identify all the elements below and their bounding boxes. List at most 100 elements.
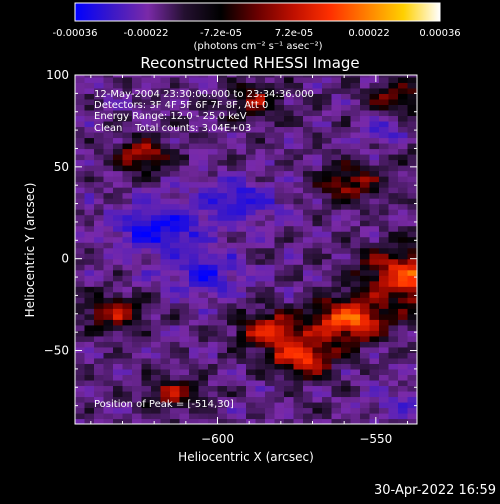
heatmap-cell	[360, 313, 371, 320]
heatmap-cell	[350, 170, 361, 177]
heatmap-cell	[122, 269, 133, 276]
heatmap-cell	[113, 192, 124, 199]
heatmap-cell	[198, 302, 209, 309]
heatmap-cell	[151, 225, 162, 232]
heatmap-cell	[265, 192, 276, 199]
heatmap-cell	[208, 148, 219, 155]
heatmap-cell	[379, 412, 390, 420]
heatmap-cell	[246, 319, 257, 326]
heatmap-cell	[103, 75, 114, 78]
heatmap-cell	[208, 396, 219, 403]
heatmap-cell	[274, 297, 285, 304]
heatmap-cell	[274, 357, 285, 364]
heatmap-cell	[75, 131, 86, 139]
heatmap-cell	[75, 412, 86, 420]
heatmap-cell	[388, 247, 399, 254]
heatmap-cell	[198, 275, 209, 282]
heatmap-cell	[179, 374, 190, 381]
heatmap-cell	[217, 379, 228, 387]
heatmap-cell	[407, 418, 417, 424]
heatmap-cell	[113, 291, 124, 298]
heatmap-cell	[284, 253, 295, 260]
heatmap-cell	[170, 115, 181, 122]
heatmap-cell	[75, 153, 86, 161]
heatmap-cell	[189, 220, 200, 227]
heatmap-cell	[398, 258, 409, 265]
heatmap-cell	[151, 275, 162, 282]
heatmap-cell	[255, 401, 266, 409]
heatmap-cell	[170, 236, 181, 243]
heatmap-cell	[379, 374, 390, 381]
heatmap-cell	[293, 109, 304, 117]
heatmap-cell	[379, 198, 390, 205]
heatmap-cell	[331, 170, 342, 177]
heatmap-cell	[122, 187, 133, 194]
heatmap-cell	[265, 341, 276, 348]
heatmap-cell	[132, 109, 143, 117]
heatmap-cell	[113, 187, 124, 194]
heatmap-cell	[236, 291, 247, 298]
heatmap-cell	[75, 341, 86, 348]
heatmap-cell	[322, 115, 333, 122]
heatmap-cell	[103, 269, 114, 276]
heatmap-cell	[113, 341, 124, 348]
heatmap-cell	[265, 148, 276, 155]
heatmap-cell	[265, 385, 276, 392]
heatmap-cell	[236, 346, 247, 353]
heatmap-cell	[94, 297, 105, 304]
heatmap-cell	[179, 131, 190, 139]
heatmap-cell	[331, 280, 342, 287]
heatmap-cell	[227, 313, 238, 320]
heatmap-cell	[331, 198, 342, 205]
heatmap-cell	[189, 187, 200, 194]
heatmap-cell	[236, 363, 247, 370]
heatmap-cell	[122, 330, 133, 337]
heatmap-cell	[75, 76, 86, 83]
heatmap-cell	[369, 176, 380, 183]
heatmap-cell	[236, 396, 247, 403]
heatmap-cell	[322, 214, 333, 221]
heatmap-cell	[303, 231, 314, 238]
heatmap-cell	[331, 258, 342, 265]
heatmap-cell	[94, 236, 105, 243]
heatmap-cell	[379, 165, 390, 172]
heatmap-cell	[227, 214, 238, 221]
heatmap-cell	[227, 126, 238, 133]
heatmap-cell	[293, 302, 304, 309]
heatmap-cell	[151, 115, 162, 122]
heatmap-cell	[217, 109, 228, 117]
heatmap-cell	[151, 236, 162, 243]
heatmap-cell	[217, 236, 228, 243]
heatmap-cell	[388, 319, 399, 326]
heatmap-cell	[217, 170, 228, 177]
heatmap-cell	[113, 330, 124, 337]
heatmap-cell	[360, 181, 371, 188]
heatmap-cell	[350, 109, 361, 117]
heatmap-cell	[265, 120, 276, 128]
heatmap-cell	[407, 324, 417, 331]
heatmap-cell	[255, 330, 266, 337]
heatmap-cell	[284, 330, 295, 337]
heatmap-cell	[113, 368, 124, 375]
heatmap-cell	[265, 280, 276, 287]
heatmap-cell	[103, 231, 114, 238]
heatmap-cell	[141, 357, 152, 364]
heatmap-cell	[84, 120, 95, 128]
heatmap-cell	[407, 352, 417, 359]
heatmap-cell	[94, 192, 105, 199]
heatmap-cell	[208, 209, 219, 216]
heatmap-cell	[179, 87, 190, 94]
heatmap-cell	[179, 120, 190, 128]
heatmap-cell	[132, 379, 143, 387]
heatmap-cell	[189, 242, 200, 249]
heatmap-cell	[303, 313, 314, 320]
heatmap-cell	[132, 341, 143, 348]
heatmap-cell	[94, 115, 105, 122]
heatmap-cell	[179, 412, 190, 420]
heatmap-cell	[341, 379, 352, 387]
heatmap-cell	[331, 401, 342, 409]
heatmap-cell	[293, 253, 304, 260]
heatmap-cell	[84, 269, 95, 276]
heatmap-cell	[189, 286, 200, 293]
heatmap-cell	[322, 148, 333, 155]
